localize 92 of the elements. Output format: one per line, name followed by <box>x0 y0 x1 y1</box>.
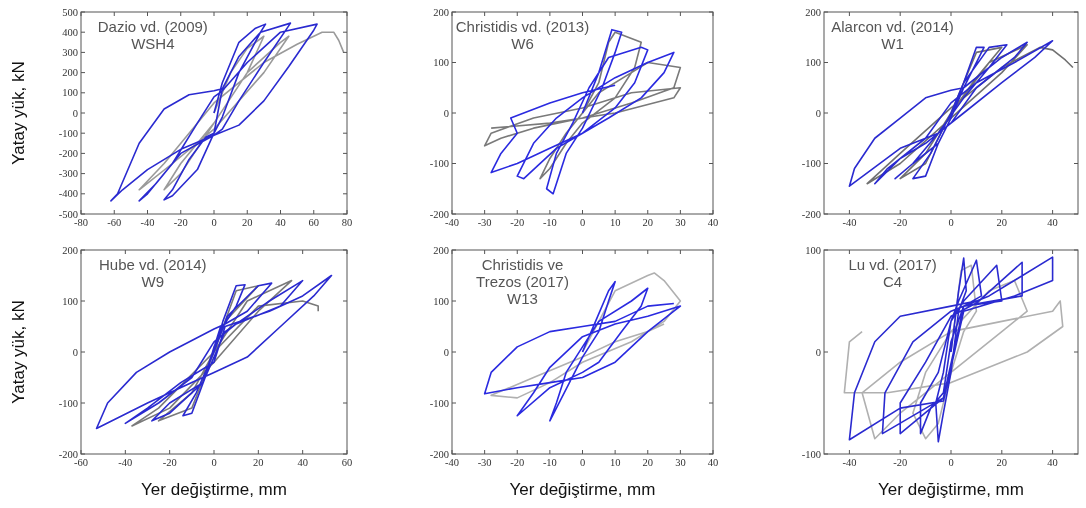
x-tick-label: 0 <box>211 457 217 468</box>
y-tick-label: 200 <box>62 67 78 79</box>
x-tick-label: 30 <box>675 457 686 468</box>
x-tick-label: -40 <box>445 217 459 228</box>
y-tick-label: -200 <box>58 448 78 460</box>
y-tick-label: 0 <box>443 346 449 358</box>
x-tick-label: -30 <box>477 217 492 228</box>
x-tick-label: -20 <box>510 457 525 468</box>
y-tick-label: 300 <box>62 46 78 58</box>
text: Hube vd. (2014) W9 <box>99 256 207 290</box>
y-tick-label: 200 <box>805 6 821 18</box>
y-tick-label: -100 <box>429 158 449 169</box>
x-tick-label: 40 <box>297 457 308 468</box>
x-tick-label: -20 <box>173 217 188 228</box>
y-axis-title: Yatay yük, kN <box>9 61 28 165</box>
y-tick-label: 100 <box>805 57 821 68</box>
y-tick-label: -100 <box>801 158 821 169</box>
x-tick-label: -10 <box>542 217 557 228</box>
x-tick-label: 0 <box>948 217 954 228</box>
line-series <box>95 274 333 430</box>
y-tick-label: 400 <box>62 26 78 38</box>
y-tick-label: -100 <box>801 448 821 460</box>
x-tick-label: -20 <box>893 457 908 468</box>
y-tick-label: -400 <box>58 188 78 200</box>
x-axis-title: Yer değiştirme, mm <box>878 480 1024 499</box>
x-tick-label: 80 <box>341 217 353 228</box>
x-tick-label: 30 <box>675 217 686 228</box>
x-tick-label: 40 <box>1047 457 1058 468</box>
y-tick-label: 0 <box>815 346 821 358</box>
x-tick-label: -30 <box>477 457 492 468</box>
y-tick-label: 0 <box>443 107 449 119</box>
x-tick-label: 0 <box>579 457 586 468</box>
x-tick-label: -20 <box>162 457 177 468</box>
x-tick-label: 40 <box>707 457 719 468</box>
text: Lu vd. (2017) C4 <box>848 256 937 290</box>
text: Dazio vd. (2009) WSH4 <box>97 18 208 52</box>
x-tick-label: 40 <box>275 217 286 228</box>
y-tick-label: 0 <box>815 107 821 119</box>
y-tick-label: 100 <box>62 295 78 307</box>
x-tick-label: 20 <box>642 457 653 468</box>
y-tick-label: 0 <box>72 346 78 358</box>
y-tick-label: 500 <box>62 6 78 18</box>
x-tick-label: 0 <box>211 217 217 228</box>
x-tick-label: 10 <box>609 457 621 468</box>
x-tick-label: 60 <box>308 217 319 228</box>
x-axis-title: Yer değiştirme, mm <box>141 480 287 499</box>
y-tick-label: -200 <box>58 147 78 159</box>
y-axis-title: Yatay yük, kN <box>9 300 28 404</box>
x-tick-label: 20 <box>996 217 1008 228</box>
x-tick-label: -60 <box>107 217 122 228</box>
x-tick-label: -40 <box>140 217 155 228</box>
y-tick-label: -300 <box>58 168 78 180</box>
x-tick-label: 0 <box>948 457 954 468</box>
y-tick-label: 200 <box>433 6 449 18</box>
y-tick-label: -200 <box>801 208 821 220</box>
x-tick-label: 40 <box>1047 217 1058 228</box>
x-tick-label: 20 <box>642 217 653 228</box>
x-tick-label: -40 <box>842 217 857 228</box>
x-tick-label: -80 <box>74 217 88 228</box>
text: Christidis vd. (2013) W6 <box>455 18 590 52</box>
y-tick-label: 200 <box>433 244 449 256</box>
x-tick-label: -40 <box>118 457 133 468</box>
y-tick-label: -200 <box>429 448 449 460</box>
x-tick-label: -40 <box>445 457 459 468</box>
x-tick-label: 60 <box>341 457 353 468</box>
x-tick-label: -60 <box>74 457 88 468</box>
y-tick-label: 0 <box>72 107 78 119</box>
x-tick-label: 0 <box>579 217 586 228</box>
y-tick-label: 100 <box>433 57 449 68</box>
y-tick-label: -200 <box>429 208 449 220</box>
y-tick-label: -100 <box>58 127 78 139</box>
x-tick-label: -20 <box>510 217 525 228</box>
y-tick-label: 100 <box>433 295 449 307</box>
x-tick-label: 20 <box>242 217 253 228</box>
x-tick-label: 20 <box>253 457 264 468</box>
y-tick-label: 100 <box>805 244 821 256</box>
y-tick-label: 200 <box>62 244 78 256</box>
text: Christidis ve Trezos (2017) W13 <box>476 256 569 307</box>
x-tick-label: -20 <box>893 217 908 228</box>
y-tick-label: -100 <box>58 397 78 409</box>
y-tick-label: -500 <box>58 208 78 220</box>
x-axis-title: Yer değiştirme, mm <box>509 480 656 499</box>
y-tick-label: 100 <box>62 87 78 99</box>
x-tick-label: -40 <box>842 457 857 468</box>
x-tick-label: -10 <box>542 457 557 468</box>
x-tick-label: 20 <box>996 457 1008 468</box>
line-series <box>848 39 1054 188</box>
x-tick-label: 10 <box>609 217 621 228</box>
y-tick-label: -100 <box>429 397 449 409</box>
x-tick-label: 40 <box>707 217 719 228</box>
text: Alarcon vd. (2014) W1 <box>831 18 954 52</box>
line-series <box>131 279 319 427</box>
